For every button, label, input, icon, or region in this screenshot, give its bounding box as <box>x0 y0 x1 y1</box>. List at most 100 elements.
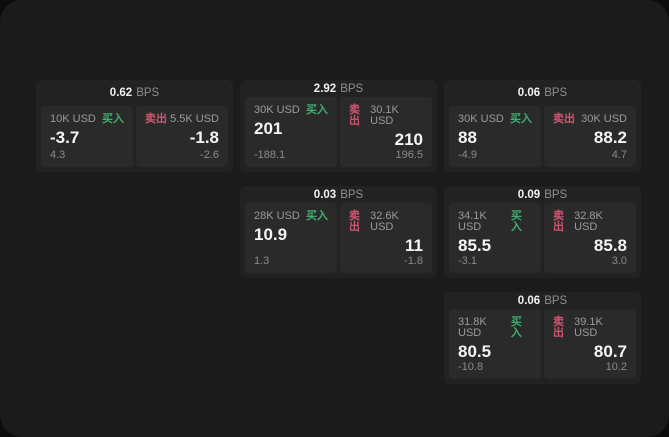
quote-card-body: 28K USD 买入 10.9 1.3 卖出 32.6K USD 11 -1.8 <box>240 203 437 278</box>
bps-unit-label: BPS <box>340 188 364 201</box>
buy-panel-header: 28K USD 买入 <box>254 211 328 222</box>
buy-panel[interactable]: 34.1K USD 买入 85.5 -3.1 <box>449 203 541 273</box>
sell-amount: 30.1K USD <box>370 104 399 128</box>
sell-price: 210 <box>394 130 423 150</box>
quote-card-body: 31.8K USD 买入 80.5 -10.8 卖出 39.1K USD 80.… <box>444 309 641 384</box>
buy-amount: 31.8K USD <box>458 316 487 340</box>
buy-price: 10.9 <box>254 225 288 245</box>
bps-value: 0.09 <box>517 188 541 201</box>
buy-amount: 10K USD <box>50 113 96 125</box>
buy-panel-header: 34.1K USD 买入 <box>458 211 532 233</box>
buy-amount: 30K USD <box>254 104 300 117</box>
bps-unit-label: BPS <box>340 82 364 95</box>
buy-panel-header: 30K USD 买入 <box>254 105 328 116</box>
buy-tag: 买入 <box>510 316 522 340</box>
bps-unit-label: BPS <box>544 87 568 99</box>
sell-price: -1.8 <box>189 128 219 147</box>
sell-panel-header: 卖出 30K USD <box>553 114 627 125</box>
buy-delta: -188.1 <box>254 149 286 161</box>
sell-tag: 卖出 <box>349 104 360 128</box>
bps-value: 0.06 <box>517 87 541 99</box>
buy-tag: 买入 <box>510 210 522 234</box>
buy-tag: 买入 <box>102 113 124 125</box>
quote-card-body: 30K USD 买入 88 -4.9 卖出 30K USD 88.2 4.7 <box>444 106 641 172</box>
sell-panel[interactable]: 卖出 32.8K USD 85.8 3.0 <box>544 203 636 273</box>
buy-panel[interactable]: 30K USD 买入 88 -4.9 <box>449 106 541 167</box>
bps-header: 0.03 BPS <box>240 186 437 203</box>
sell-tag: 卖出 <box>349 210 360 234</box>
sell-amount: 39.1K USD <box>574 316 603 340</box>
sell-tag: 卖出 <box>553 210 564 234</box>
quote-card: 0.09 BPS 34.1K USD 买入 85.5 -3.1 卖出 32.8K… <box>444 186 641 278</box>
buy-amount: 34.1K USD <box>458 210 487 234</box>
buy-amount: 28K USD <box>254 210 300 223</box>
quote-card: 2.92 BPS 30K USD 买入 201 -188.1 卖出 30.1K … <box>240 80 437 172</box>
buy-delta: 1.3 <box>254 255 270 267</box>
bps-header: 2.92 BPS <box>240 80 437 97</box>
sell-panel[interactable]: 卖出 5.5K USD -1.8 -2.6 <box>136 106 228 167</box>
sell-panel-header: 卖出 39.1K USD <box>553 317 627 339</box>
sell-delta: 4.7 <box>611 149 627 161</box>
sell-delta: -1.8 <box>404 255 423 267</box>
sell-price: 85.8 <box>593 236 627 256</box>
buy-panel[interactable]: 31.8K USD 买入 80.5 -10.8 <box>449 309 541 379</box>
sell-price: 11 <box>405 236 423 256</box>
buy-tag: 买入 <box>510 113 532 125</box>
bps-value: 0.06 <box>517 294 541 307</box>
sell-delta: 196.5 <box>395 149 423 161</box>
sell-tag: 卖出 <box>553 316 564 340</box>
sell-panel-header: 卖出 32.8K USD <box>553 211 627 233</box>
buy-price: 201 <box>254 119 283 139</box>
sell-price: 80.7 <box>593 342 627 362</box>
buy-price: -3.7 <box>50 128 80 147</box>
sell-delta: -2.6 <box>200 149 219 161</box>
bps-value: 0.03 <box>313 188 337 201</box>
buy-panel[interactable]: 28K USD 买入 10.9 1.3 <box>245 203 337 273</box>
sell-panel[interactable]: 卖出 32.6K USD 11 -1.8 <box>340 203 432 273</box>
bps-header: 0.06 BPS <box>444 80 641 106</box>
buy-amount: 30K USD <box>458 113 504 125</box>
bps-value: 0.62 <box>109 87 133 99</box>
buy-panel-header: 30K USD 买入 <box>458 114 532 125</box>
bps-header: 0.09 BPS <box>444 186 641 203</box>
quote-card: 0.62 BPS 10K USD 买入 -3.7 4.3 卖出 5.5K USD… <box>36 80 233 172</box>
sell-amount: 30K USD <box>581 113 627 125</box>
sell-amount: 32.6K USD <box>370 210 399 234</box>
buy-panel[interactable]: 10K USD 买入 -3.7 4.3 <box>41 106 133 167</box>
quote-card-body: 10K USD 买入 -3.7 4.3 卖出 5.5K USD -1.8 -2.… <box>36 106 233 172</box>
sell-panel[interactable]: 卖出 39.1K USD 80.7 10.2 <box>544 309 636 379</box>
quote-card-grid: 0.62 BPS 10K USD 买入 -3.7 4.3 卖出 5.5K USD… <box>36 80 641 384</box>
sell-panel-header: 卖出 5.5K USD <box>145 114 219 125</box>
quote-card: 0.06 BPS 31.8K USD 买入 80.5 -10.8 卖出 39.1… <box>444 292 641 384</box>
sell-panel[interactable]: 卖出 30K USD 88.2 4.7 <box>544 106 636 167</box>
quote-card: 0.03 BPS 28K USD 买入 10.9 1.3 卖出 32.6K US… <box>240 186 437 278</box>
sell-tag: 卖出 <box>145 113 167 125</box>
buy-delta: -10.8 <box>458 361 484 373</box>
buy-panel-header: 31.8K USD 买入 <box>458 317 532 339</box>
sell-delta: 10.2 <box>605 361 627 373</box>
sell-price: 88.2 <box>593 128 627 147</box>
sell-panel-header: 卖出 32.6K USD <box>349 211 423 233</box>
buy-delta: -3.1 <box>458 255 477 267</box>
buy-delta: -4.9 <box>458 149 477 161</box>
buy-price: 88 <box>458 128 477 147</box>
quote-card-body: 30K USD 买入 201 -188.1 卖出 30.1K USD 210 1… <box>240 97 437 172</box>
bps-header: 0.62 BPS <box>36 80 233 106</box>
bps-value: 2.92 <box>313 82 337 95</box>
buy-panel-header: 10K USD 买入 <box>50 114 124 125</box>
buy-panel[interactable]: 30K USD 买入 201 -188.1 <box>245 97 337 167</box>
sell-amount: 5.5K USD <box>170 113 219 125</box>
sell-panel[interactable]: 卖出 30.1K USD 210 196.5 <box>340 97 432 167</box>
sell-amount: 32.8K USD <box>574 210 603 234</box>
quote-card-body: 34.1K USD 买入 85.5 -3.1 卖出 32.8K USD 85.8… <box>444 203 641 278</box>
bps-unit-label: BPS <box>544 188 568 201</box>
buy-price: 80.5 <box>458 342 492 362</box>
bps-unit-label: BPS <box>136 87 160 99</box>
buy-tag: 买入 <box>306 210 328 223</box>
buy-tag: 买入 <box>306 104 328 117</box>
quote-card: 0.06 BPS 30K USD 买入 88 -4.9 卖出 30K USD 8… <box>444 80 641 172</box>
buy-delta: 4.3 <box>50 149 66 161</box>
bps-header: 0.06 BPS <box>444 292 641 309</box>
sell-panel-header: 卖出 30.1K USD <box>349 105 423 127</box>
